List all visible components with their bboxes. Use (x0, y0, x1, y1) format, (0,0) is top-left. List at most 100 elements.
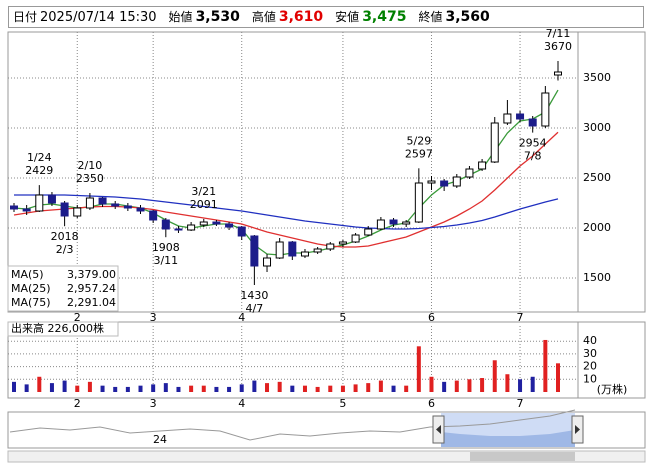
volume-bar (277, 381, 282, 392)
annotation-value: 2429 (25, 164, 53, 177)
annotation-date: 3/11 (153, 254, 178, 267)
annotation-value: 2597 (405, 147, 433, 160)
annotation-date: 4/7 (246, 302, 264, 315)
y-tick-label: 20 (583, 360, 597, 373)
annotation-value: 2954 (519, 137, 547, 150)
volume-bar (113, 386, 118, 392)
volume-bar (24, 384, 29, 392)
field-value: 3,610 (278, 9, 324, 25)
navigator-line (9, 409, 576, 441)
candle-body (351, 234, 360, 243)
field-label: 高値 (251, 10, 276, 24)
volume-bar (492, 360, 497, 392)
candle-body (73, 207, 82, 217)
y-tick-label: 40 (583, 334, 597, 347)
legend-value: 3,379.00 (67, 268, 116, 281)
volume-bar (189, 385, 194, 392)
field-label: 終値 (418, 10, 443, 24)
header-bar: 日付 2025/07/14 15:30 始値 3,530 高値 3,610 安値 3,475 終… (8, 6, 644, 28)
field-label: 日付 (13, 10, 38, 24)
volume-bar (518, 379, 523, 392)
volume-bar (125, 386, 130, 392)
annotation-date: 1/24 (27, 151, 52, 164)
x-tick-label: 3 (150, 311, 157, 324)
candle-body (427, 180, 436, 184)
volume-bar (163, 383, 168, 392)
annotation-value: 2018 (51, 230, 79, 243)
x-tick-label: 3 (150, 397, 157, 410)
annotation-date: 7/8 (524, 150, 542, 163)
legend-name: MA(75) (11, 296, 51, 309)
field-value: 3,475 (362, 9, 407, 25)
volume-bar (404, 385, 409, 392)
volume-bar (543, 339, 548, 392)
candle-body (364, 228, 373, 236)
volume-bar (75, 385, 80, 392)
field-label: 安値 (335, 10, 360, 24)
volume-bar (214, 386, 219, 392)
volume-bar (429, 376, 434, 392)
main-panel (7, 31, 646, 313)
y-tick-label: 2000 (583, 221, 611, 234)
volume-bar (315, 386, 320, 392)
candle-body (187, 224, 196, 231)
volume-bar (138, 385, 143, 392)
volume-bar (176, 386, 181, 392)
volume-bar (378, 380, 383, 392)
annotation-value: 1430 (240, 289, 268, 302)
volume-bar (454, 380, 459, 392)
candle-body (174, 228, 183, 231)
volume-bar (201, 385, 206, 392)
annotation-date: 3/21 (191, 185, 216, 198)
volume-bar (100, 385, 105, 392)
volume-bar (328, 385, 333, 392)
x-tick-label: 5 (339, 397, 346, 410)
volume-bar (416, 346, 421, 392)
y-tick-label: 2500 (583, 171, 611, 184)
candle-body (338, 241, 347, 245)
x-tick-label: 2 (74, 311, 81, 324)
annotation-date: 5/29 (406, 134, 431, 147)
candle-body (10, 205, 18, 210)
volume-bar (442, 381, 447, 392)
volume-bar (12, 381, 16, 392)
x-tick-label: 6 (428, 397, 435, 410)
volume-panel (7, 321, 646, 399)
navigator-label: 24 (153, 433, 167, 446)
volume-bar (480, 378, 485, 392)
navigator (7, 411, 646, 449)
candle-body (554, 71, 562, 76)
volume-bar (302, 385, 307, 392)
scrollbar-thumb[interactable] (470, 452, 575, 461)
volume-bar (239, 384, 244, 392)
y-tick-label: 1500 (583, 271, 611, 284)
x-tick-label: 4 (238, 311, 245, 324)
annotation-value: 1908 (152, 241, 180, 254)
candle-body (111, 203, 120, 207)
field-value: 3,560 (445, 9, 490, 25)
candle-body (161, 219, 170, 230)
y-tick-label: 3000 (583, 121, 611, 134)
field-label: 始値 (168, 10, 193, 24)
volume-bar (62, 380, 67, 392)
x-tick-label: 6 (428, 311, 435, 324)
candle-body (516, 113, 525, 120)
candle-body (237, 226, 246, 237)
volume-bar (391, 385, 396, 392)
candle-body (288, 241, 297, 257)
candle-body (528, 118, 537, 127)
candle-body (98, 197, 107, 205)
legend-name: MA(25) (11, 282, 51, 295)
legend-value: 2,291.04 (67, 296, 116, 309)
candle-body (326, 243, 335, 250)
y-tick-label: 3500 (583, 71, 611, 84)
volume-bar (252, 380, 257, 392)
candle-body (212, 221, 221, 225)
ma-line (14, 194, 559, 230)
candle-body (478, 161, 487, 170)
field-value: 2025/07/14 15:30 (40, 10, 157, 25)
scrollbar[interactable] (7, 450, 646, 463)
volume-title-box (7, 321, 119, 337)
volume-bar (37, 376, 42, 392)
candle-body (199, 221, 208, 226)
